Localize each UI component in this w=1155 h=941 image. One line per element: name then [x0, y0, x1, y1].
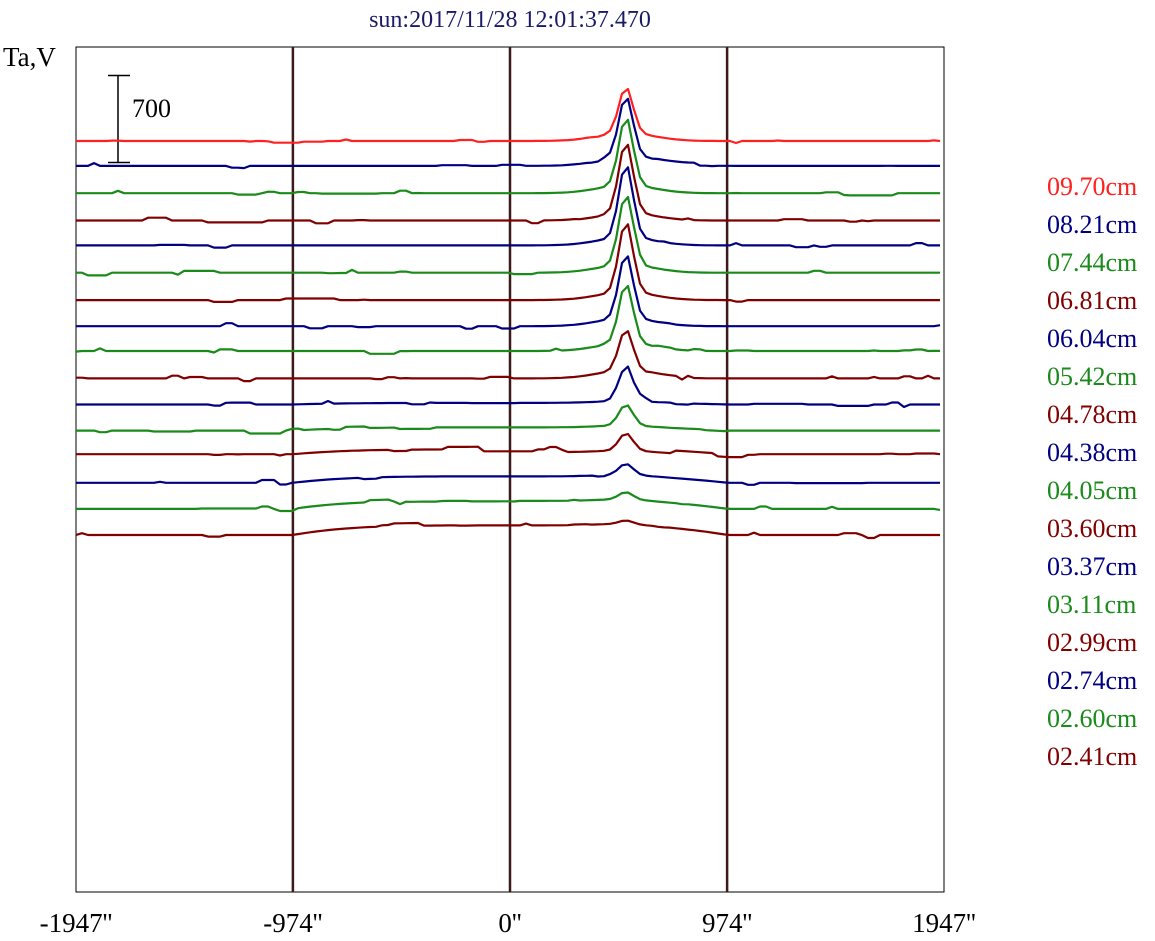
- legend-entry: 03.37cm: [1047, 552, 1137, 581]
- legend-entry: 09.70cm: [1047, 172, 1137, 201]
- scale-bar: 700: [108, 74, 171, 164]
- series-line: [76, 118, 940, 197]
- chart-title: sun:2017/11/28 12:01:37.470: [369, 7, 651, 33]
- x-tick-label: -974'': [263, 908, 322, 938]
- scale-bar-label: 700: [132, 94, 171, 123]
- vertical-markers: [291, 47, 729, 892]
- legend-entry: 04.78cm: [1047, 400, 1137, 429]
- legend-entry: 03.11cm: [1047, 590, 1136, 619]
- series-line: [76, 330, 940, 383]
- legend-entry: 08.21cm: [1047, 210, 1137, 239]
- legend-entry: 02.60cm: [1047, 704, 1137, 733]
- series-line: [76, 491, 941, 513]
- legend-entry: 04.05cm: [1047, 476, 1137, 505]
- series-lines: [75, 87, 941, 540]
- legend-entry: 06.04cm: [1047, 324, 1137, 353]
- legend-entry: 04.38cm: [1047, 438, 1137, 467]
- legend-entry: 03.60cm: [1047, 514, 1137, 543]
- series-line: [76, 365, 940, 409]
- series-line: [76, 195, 940, 277]
- legend-entry: 02.41cm: [1047, 742, 1137, 771]
- x-tick-label: 974'': [702, 908, 752, 938]
- series-line: [76, 404, 940, 435]
- legend-entry: 07.44cm: [1047, 248, 1137, 277]
- x-tick-label: -1947'': [40, 908, 113, 938]
- series-line: [75, 519, 940, 540]
- series-line: [76, 223, 940, 303]
- x-tick-label: 1947'': [912, 908, 976, 938]
- legend: 09.70cm 08.21cm 07.44cm 06.81cm 06.04cm 05.42…: [1047, 172, 1137, 771]
- series-line: [76, 255, 941, 330]
- series-line: [76, 166, 940, 249]
- legend-entry: 06.81cm: [1047, 286, 1137, 315]
- series-line: [75, 284, 940, 355]
- x-tick-label: 0'': [498, 908, 521, 938]
- series-line: [76, 87, 941, 145]
- legend-entry: 05.42cm: [1047, 362, 1137, 391]
- legend-entry: 02.99cm: [1047, 628, 1137, 657]
- y-axis-label: Ta,V: [3, 42, 56, 72]
- legend-entry: 02.74cm: [1047, 666, 1137, 695]
- x-tick-labels: -1947'' -974'' 0'' 974'' 1947'': [40, 908, 976, 938]
- series-line: [76, 463, 940, 486]
- series-line: [76, 97, 940, 170]
- series-line: [76, 432, 941, 459]
- series-line: [76, 143, 940, 225]
